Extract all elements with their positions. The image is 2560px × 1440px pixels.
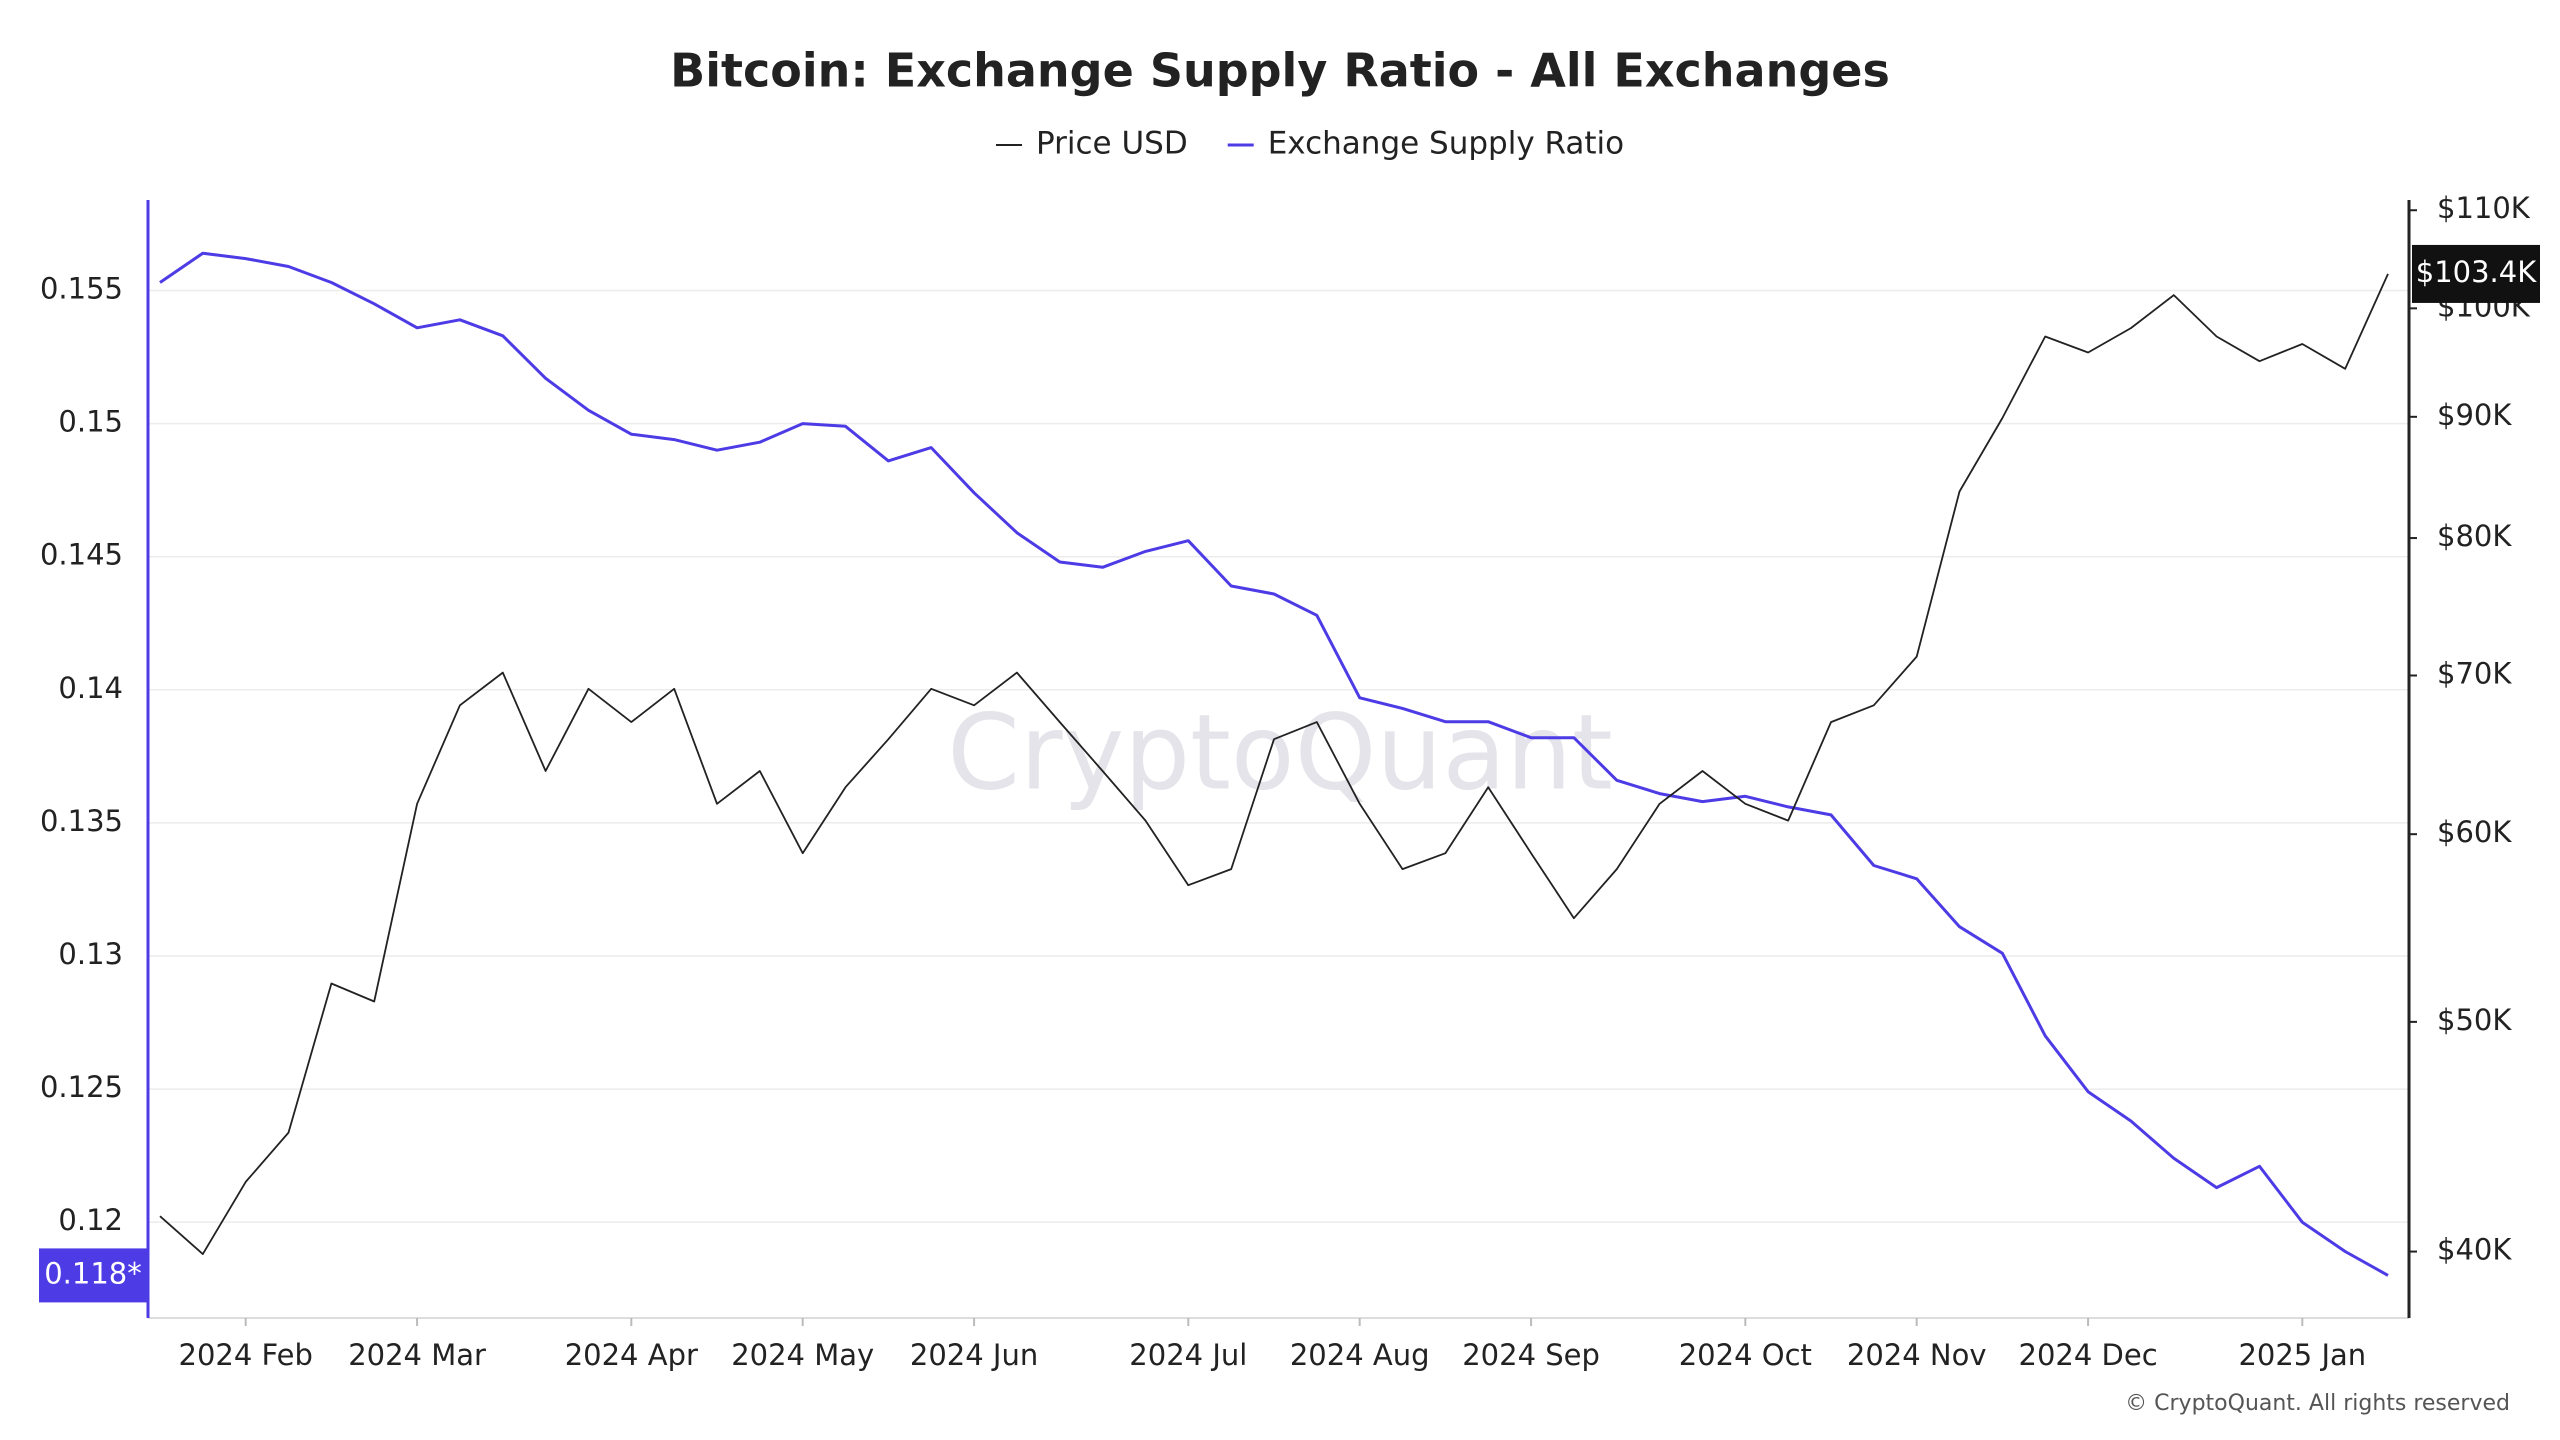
y-tick-label: 0.14 bbox=[58, 671, 123, 705]
legend-label: Exchange Supply Ratio bbox=[1268, 126, 1624, 162]
y2-tick-label: $110K bbox=[2437, 191, 2531, 225]
x-tick-label: 2024 Mar bbox=[348, 1338, 486, 1372]
y-tick-label: 0.13 bbox=[58, 937, 123, 971]
x-tick-label: 2025 Jan bbox=[2238, 1338, 2366, 1372]
current-value-label: 0.118* bbox=[44, 1256, 142, 1290]
x-tick-label: 2024 Oct bbox=[1679, 1338, 1812, 1372]
x-tick-label: 2024 May bbox=[731, 1338, 874, 1372]
x-tick-label: 2024 Apr bbox=[565, 1338, 698, 1372]
x-tick-label: 2024 Dec bbox=[2019, 1338, 2158, 1372]
current-value-box bbox=[2412, 244, 2540, 303]
y-tick-label: 0.145 bbox=[40, 538, 123, 572]
series-line bbox=[159, 251, 2389, 1277]
legend-label: Price USD bbox=[1036, 126, 1188, 162]
y2-tick-label: $80K bbox=[2437, 519, 2512, 553]
y2-tick-label: $60K bbox=[2437, 815, 2512, 849]
series-line bbox=[159, 273, 2389, 1255]
y-tick-label: 0.12 bbox=[58, 1203, 123, 1237]
y-tick-label: 0.125 bbox=[40, 1070, 123, 1104]
y2-tick-label: $70K bbox=[2437, 657, 2512, 691]
y-tick-label: 0.155 bbox=[40, 272, 123, 306]
watermark: CryptoQuant bbox=[947, 691, 1613, 813]
current-value-label: $103.4K bbox=[2416, 255, 2537, 289]
y-tick-label: 0.15 bbox=[58, 405, 123, 439]
y2-tick-label: $40K bbox=[2437, 1233, 2512, 1267]
y2-tick-label: $90K bbox=[2437, 398, 2512, 432]
footer: © CryptoQuant. All rights reserved bbox=[2125, 1391, 2510, 1416]
current-value-box bbox=[39, 1248, 147, 1303]
y2-tick-label: $50K bbox=[2437, 1003, 2512, 1037]
x-tick-label: 2024 Nov bbox=[1847, 1338, 1987, 1372]
x-tick-label: 2024 Jun bbox=[910, 1338, 1038, 1372]
y-tick-label: 0.135 bbox=[40, 804, 123, 838]
x-tick-label: 2024 Aug bbox=[1290, 1338, 1430, 1372]
x-tick-label: 2024 Jul bbox=[1129, 1338, 1247, 1372]
chart-title: Bitcoin: Exchange Supply Ratio - All Exc… bbox=[670, 44, 1890, 98]
x-tick-label: 2024 Feb bbox=[179, 1338, 313, 1372]
x-tick-label: 2024 Sep bbox=[1462, 1338, 1600, 1372]
